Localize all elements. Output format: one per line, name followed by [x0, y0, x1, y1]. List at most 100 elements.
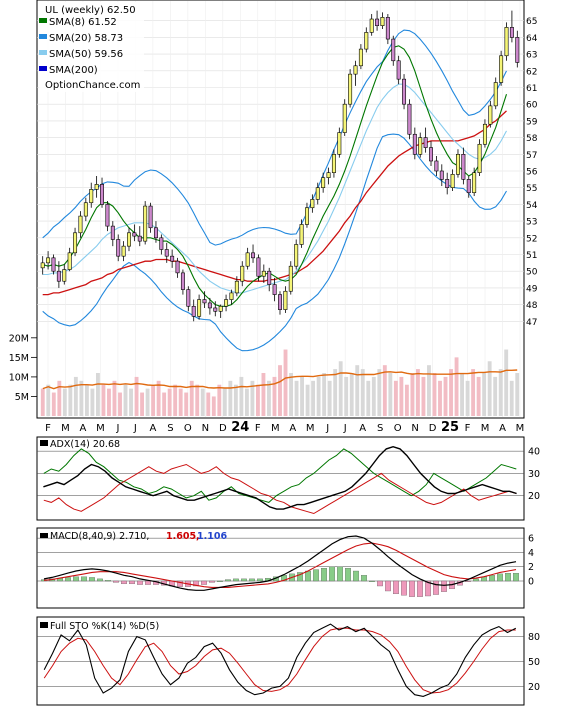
macd-histogram-bar — [345, 567, 351, 582]
volume-bar — [327, 380, 332, 416]
candle-down — [116, 239, 121, 257]
price-tick-label: 65 — [526, 17, 537, 27]
month-label: F — [45, 423, 51, 434]
candle-up — [337, 132, 342, 155]
macd-histogram-bar — [369, 580, 375, 582]
volume-bar — [189, 380, 194, 416]
candle-up — [62, 269, 67, 282]
candle-down — [256, 257, 261, 277]
candle-down — [202, 299, 207, 304]
volume-bar — [338, 361, 343, 416]
chart-title: UL (weekly) 62.50 — [45, 5, 136, 16]
volume-bar — [40, 388, 45, 416]
volume-bar — [355, 365, 360, 416]
month-label: D — [429, 423, 437, 434]
volume-bar — [51, 392, 56, 416]
volume-bar — [250, 380, 255, 416]
macd-histogram-bar — [393, 580, 399, 595]
price-tick-label: 62 — [526, 67, 537, 77]
volume-bar — [388, 373, 393, 416]
adx-tick-label: 30 — [528, 469, 540, 480]
volume-bar — [101, 384, 106, 416]
volume-bar — [156, 380, 161, 416]
month-label: J — [133, 423, 137, 434]
candle-up — [348, 73, 353, 105]
candle-up — [321, 177, 326, 188]
candle-up — [89, 189, 94, 204]
macd-histogram-bar — [73, 576, 79, 582]
volume-bar — [487, 361, 492, 416]
price-tick-label: 50 — [526, 268, 538, 278]
volume-bar — [244, 388, 249, 416]
macd-tick-label: 2 — [528, 562, 534, 573]
stoch-label: Full STO %K(14) %D(5) — [40, 621, 159, 632]
adx-tick-label: 40 — [528, 447, 540, 458]
month-label: A — [359, 423, 366, 434]
volume-bar — [482, 373, 487, 416]
candle-down — [466, 179, 471, 194]
candle-up — [482, 123, 487, 145]
macd-histogram-bar — [465, 580, 471, 582]
candle-up — [499, 55, 504, 83]
macd-histogram-bar — [137, 580, 143, 585]
volume-bar — [134, 376, 139, 416]
volume-bar — [289, 373, 293, 416]
volume-bar — [294, 380, 299, 416]
volume-bar — [460, 373, 464, 416]
price-tick-label: 63 — [526, 51, 537, 61]
volume-bar — [228, 380, 233, 416]
volume-bar — [151, 384, 156, 416]
macd-histogram-bar — [193, 580, 199, 587]
candle-down — [445, 179, 450, 189]
macd-histogram-bar — [513, 572, 519, 582]
volume-bar — [393, 380, 398, 416]
candle-down — [148, 205, 153, 229]
macd-histogram-bar — [401, 580, 407, 596]
macd-histogram-bar — [409, 580, 415, 597]
volume-bar — [62, 388, 67, 416]
candle-down — [105, 204, 110, 227]
volume-bar — [476, 376, 481, 416]
volume-bar — [261, 373, 266, 416]
volume-tick-label: 10M — [9, 372, 29, 383]
volume-bar — [493, 376, 498, 416]
volume-bar — [267, 380, 271, 416]
macd-signal-value: 1.605, — [166, 531, 200, 542]
candle-up — [477, 143, 482, 173]
month-label: A — [499, 423, 506, 434]
volume-bar — [57, 380, 62, 416]
candle-down — [407, 103, 412, 135]
stoch-swatch — [40, 622, 48, 628]
macd-histogram-bar — [217, 580, 223, 582]
legend-label: SMA(50) 59.56 — [49, 49, 123, 60]
macd-histogram-bar — [233, 578, 239, 582]
macd-histogram-bar — [145, 580, 151, 585]
volume-bar — [404, 384, 409, 416]
stoch-d-line — [43, 627, 516, 694]
volume-bar — [427, 365, 431, 416]
month-label: J — [115, 423, 119, 434]
macd-histogram-bar — [129, 580, 135, 585]
price-tick-label: 64 — [526, 34, 538, 44]
legend-swatch — [39, 50, 47, 55]
macd-histogram-bar — [81, 576, 87, 582]
macd-tick-label: 6 — [528, 534, 534, 545]
candle-down — [434, 160, 439, 172]
macd-histogram-bar — [441, 580, 447, 592]
month-label: O — [184, 423, 192, 434]
candle-down — [164, 249, 169, 257]
month-label: M — [516, 423, 525, 434]
volume-tick-label: 20M — [9, 333, 29, 344]
candle-up — [310, 199, 315, 209]
volume-bar — [305, 384, 310, 416]
volume-bar — [112, 380, 117, 416]
legend-box — [39, 2, 144, 92]
stoch-tick-label: 50 — [528, 657, 540, 668]
price-tick-label: 58 — [526, 134, 538, 144]
candle-up — [40, 262, 45, 269]
price-tick-label: 47 — [526, 318, 537, 328]
macd-histogram-bar — [209, 580, 215, 583]
legend-label: SMA(20) 58.73 — [49, 33, 123, 44]
adx-line — [43, 445, 517, 510]
candle-down — [100, 184, 104, 205]
